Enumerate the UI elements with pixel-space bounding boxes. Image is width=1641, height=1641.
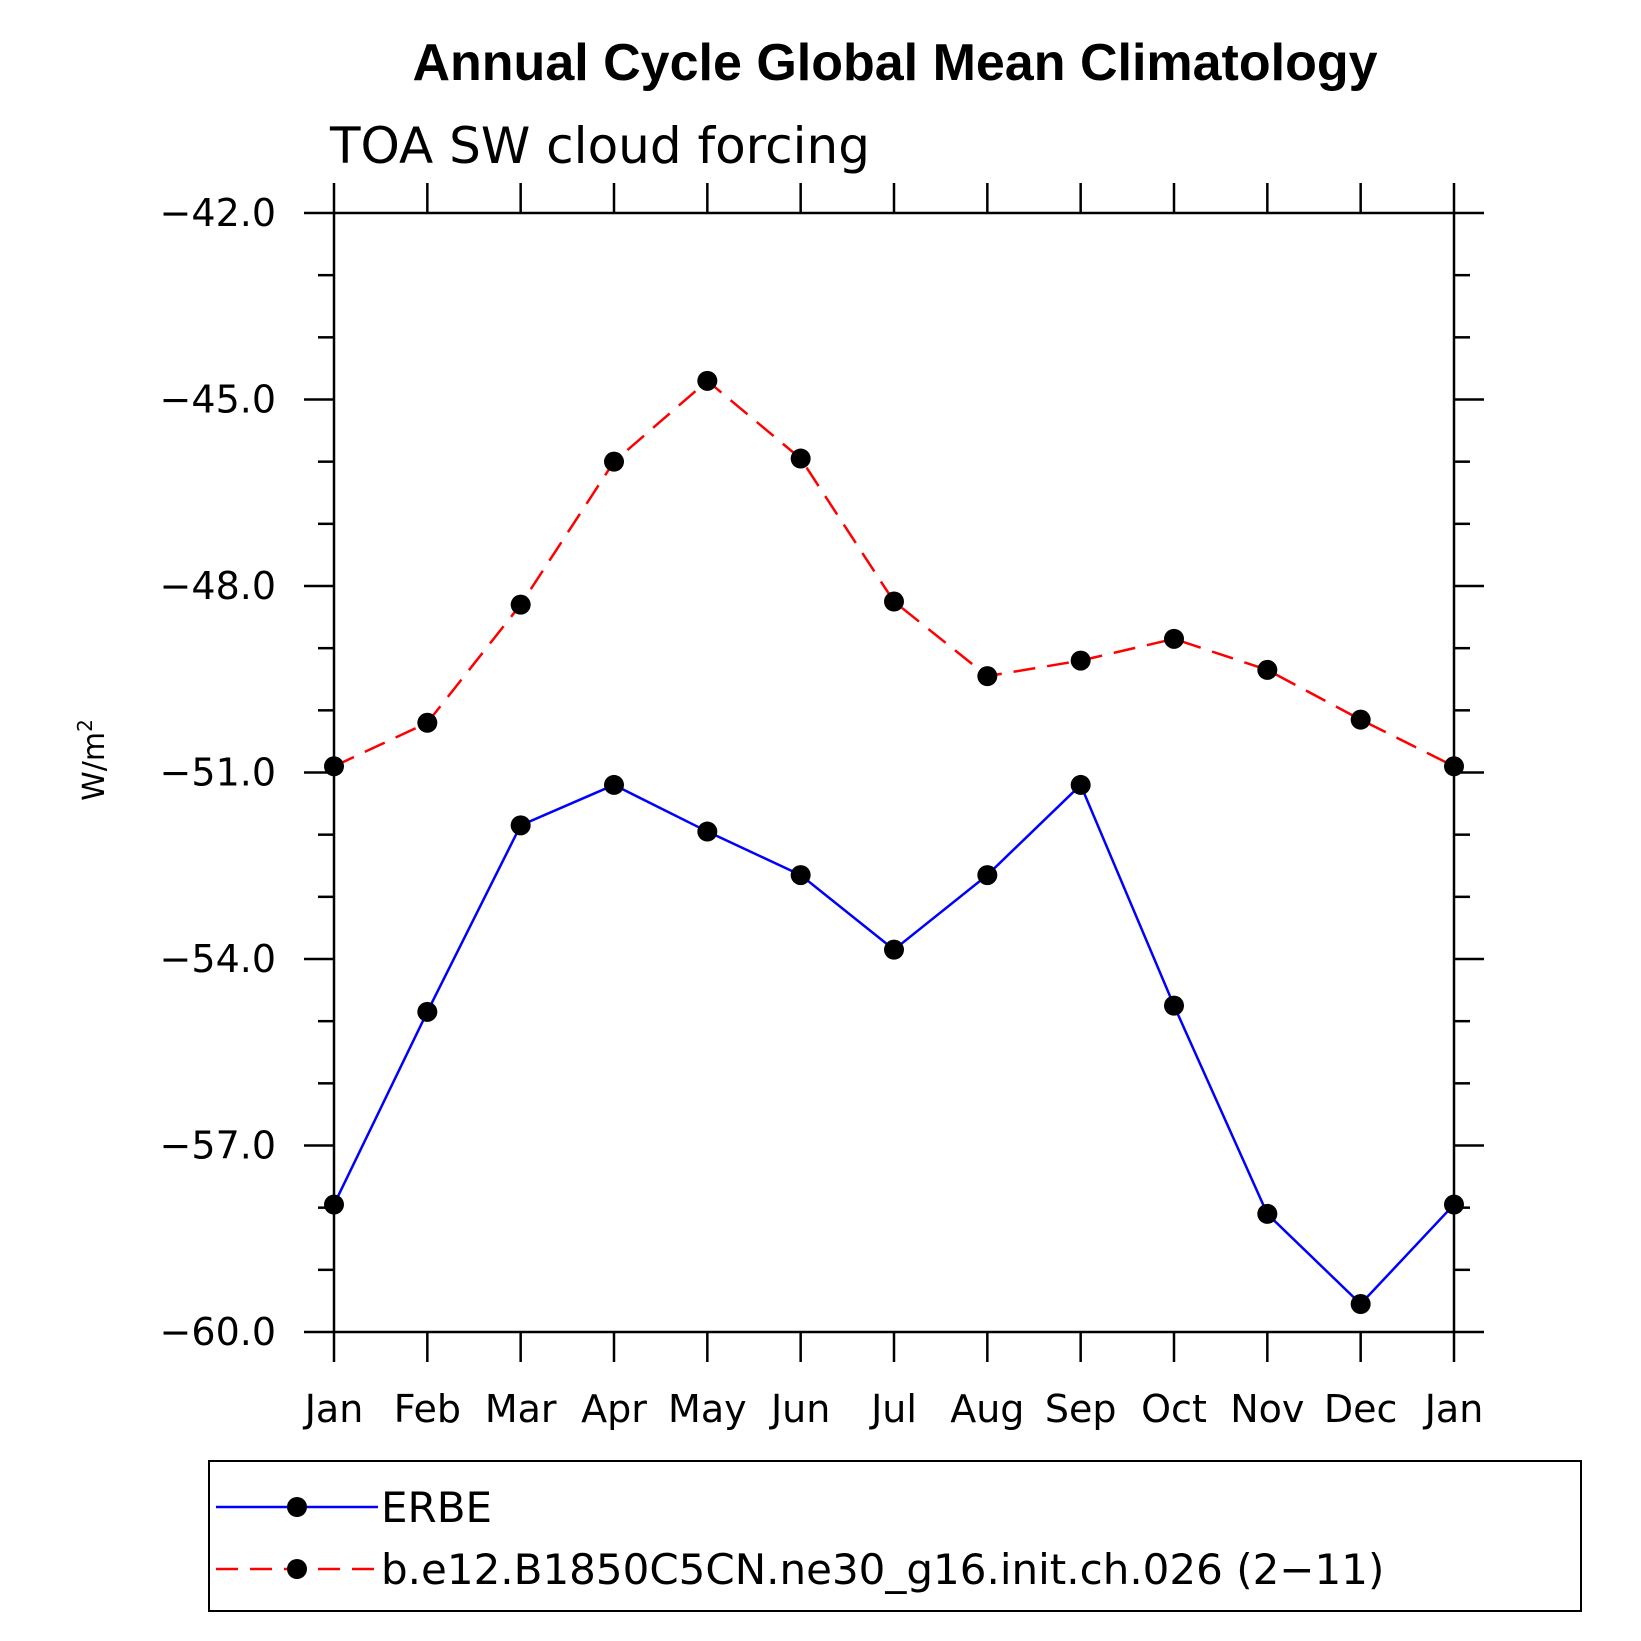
x-tick-label: Feb: [394, 1387, 461, 1431]
y-tick-label: −60.0: [160, 1310, 276, 1354]
data-point: [1164, 628, 1184, 649]
data-point: [604, 774, 624, 795]
plot-axes: [304, 183, 1484, 1362]
x-tick-label: Dec: [1324, 1387, 1398, 1431]
legend-label: b.e12.B1850C5CN.ne30_g16.init.ch.026 (2−…: [381, 1545, 1384, 1594]
y-axis-label: W/m2: [73, 719, 112, 801]
data-point: [324, 1194, 344, 1215]
y-tick-label: −45.0: [160, 378, 276, 422]
legend-box: [208, 1460, 1582, 1612]
x-tick-label: Jan: [303, 1387, 364, 1431]
data-point: [510, 594, 531, 615]
series-layer: [324, 370, 1464, 1315]
data-point: [697, 821, 718, 842]
data-point: [1257, 1203, 1278, 1224]
data-point: [790, 448, 811, 469]
data-point: [1350, 709, 1371, 730]
data-point: [604, 451, 624, 472]
x-tick-label: Apr: [581, 1387, 647, 1431]
x-tick-label: Nov: [1230, 1387, 1304, 1431]
y-tick-label: −51.0: [160, 751, 276, 795]
data-point: [417, 1001, 438, 1022]
series-line: [333, 379, 1455, 768]
y-tick-labels: −42.0 −45.0 −48.0 −51.0 −54.0 −57.0 −60.0: [160, 191, 276, 1354]
legend-entry: b.e12.B1850C5CN.ne30_g16.init.ch.026 (2−…: [216, 1545, 1384, 1594]
x-tick-label: Jul: [869, 1387, 917, 1431]
x-tick-label: May: [668, 1387, 747, 1431]
y-tick-label: −57.0: [160, 1124, 276, 1168]
data-point: [884, 939, 904, 960]
data-point: [977, 666, 998, 687]
legend-label: ERBE: [381, 1483, 492, 1532]
y-tick-label: −42.0: [160, 191, 276, 235]
data-point: [510, 815, 531, 836]
data-point: [790, 865, 811, 886]
data-point: [1350, 1294, 1371, 1315]
series-line: [332, 782, 1455, 1306]
x-tick-label: Oct: [1141, 1387, 1207, 1431]
chart-title: Annual Cycle Global Mean Climatology: [412, 34, 1377, 92]
data-point: [324, 756, 344, 777]
legend: ERBE b.e12.B1850C5CN.ne30_g16.init.ch.026…: [208, 1460, 1582, 1612]
data-point: [1444, 1194, 1464, 1215]
x-tick-label: Sep: [1045, 1387, 1117, 1431]
data-point: [1257, 659, 1278, 680]
legend-entry: ERBE: [216, 1483, 492, 1532]
legend-marker: [287, 1497, 307, 1517]
x-tick-labels: Jan Feb Mar Apr May Jun Jul Aug Sep Oct Nov Dec Jan: [303, 1387, 1484, 1431]
series-erbe: [324, 774, 1464, 1315]
data-point: [1070, 650, 1091, 671]
data-point: [884, 591, 904, 612]
y-axis-label-superscript: 2: [73, 719, 97, 732]
x-tick-label: Jan: [1423, 1387, 1484, 1431]
data-point: [977, 865, 998, 886]
data-point: [1070, 774, 1091, 795]
x-tick-label: Jun: [769, 1387, 830, 1431]
data-point: [1164, 995, 1184, 1016]
data-point: [1444, 756, 1464, 777]
y-tick-label: −54.0: [160, 937, 276, 981]
x-tick-label: Aug: [950, 1387, 1024, 1431]
data-point: [417, 712, 438, 733]
series-model: [324, 370, 1464, 777]
y-tick-label: −48.0: [160, 564, 276, 608]
data-point: [697, 370, 718, 391]
x-tick-label: Mar: [485, 1387, 557, 1431]
legend-marker: [287, 1559, 307, 1579]
chart-subtitle: TOA SW cloud forcing: [329, 117, 870, 175]
plot-frame: [332, 211, 1456, 1334]
